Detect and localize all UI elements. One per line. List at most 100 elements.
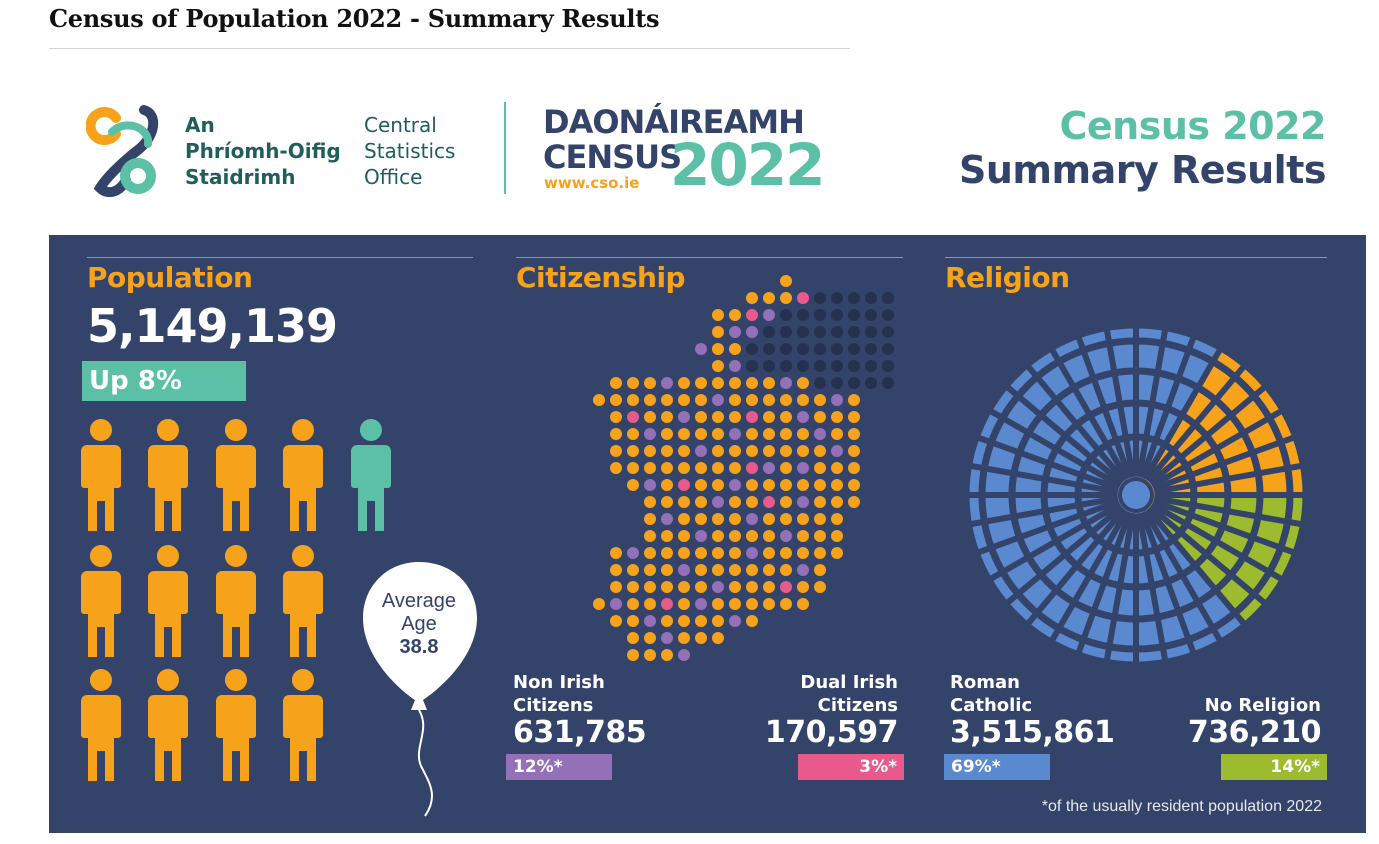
population-change-badge: Up 8% [82, 361, 246, 401]
irish-citizen-dot [763, 411, 775, 423]
irish-citizen-dot [627, 394, 639, 406]
irish-citizen-dot [661, 530, 673, 542]
non-irish-dot [729, 615, 741, 627]
rose-spoke [1155, 462, 1306, 495]
irish-citizen-dot [644, 547, 656, 559]
northern-ireland-dot [831, 309, 843, 321]
irish-citizen-dot [661, 547, 673, 559]
irish-citizen-dot [848, 445, 860, 457]
rose-ring [1074, 433, 1198, 557]
person-icon [148, 419, 188, 531]
person-icon [81, 419, 121, 531]
irish-citizen-dot [729, 598, 741, 610]
non-irish-dot [695, 598, 707, 610]
irish-citizen-dot [610, 428, 622, 440]
dual-irish-value: 170,597 [764, 715, 899, 750]
irish-citizen-dot [610, 547, 622, 559]
irish-citizen-dot [610, 445, 622, 457]
irish-citizen-dot [610, 564, 622, 576]
no-religion-label: No Religion [1204, 695, 1321, 716]
irish-citizen-dot [644, 496, 656, 508]
northern-ireland-dot [814, 360, 826, 372]
irish-citizen-dot [729, 462, 741, 474]
northern-ireland-dot [848, 360, 860, 372]
irish-citizen-dot [678, 394, 690, 406]
rose-ring [978, 337, 1294, 653]
irish-citizen-dot [780, 513, 792, 525]
non-irish-dot [797, 496, 809, 508]
irish-citizen-dot [780, 394, 792, 406]
irish-citizen-dot [848, 479, 860, 491]
irish-citizen-dot [729, 496, 741, 508]
irish-citizen-dot [780, 547, 792, 559]
dual-irish-dot [797, 292, 809, 304]
person-icon [148, 545, 188, 657]
irish-citizen-dot [627, 632, 639, 644]
irish-citizen-dot [780, 479, 792, 491]
ireland-dot-map [593, 275, 894, 661]
irish-citizen-dot [831, 479, 843, 491]
non-irish-dot [661, 513, 673, 525]
cso-logo-icon [86, 105, 158, 198]
irish-citizen-dot [712, 377, 724, 389]
balloon-icon [363, 562, 477, 817]
irish-citizen-dot [695, 615, 707, 627]
irish-citizen-dot [644, 632, 656, 644]
roman-catholic-share-badge: 69%* [944, 754, 1050, 780]
irish-citizen-dot [763, 377, 775, 389]
population-rule [87, 257, 473, 258]
person-icon [283, 669, 323, 781]
irish-citizen-dot [678, 632, 690, 644]
logo-divider [504, 102, 506, 194]
citizenship-heading: Citizenship [516, 261, 686, 294]
northern-ireland-dot [746, 343, 758, 355]
northern-ireland-dot [865, 292, 877, 304]
average-age: Average Age 38.8 [361, 590, 477, 659]
dual-irish-label: Dual Irish Citizens [800, 672, 898, 716]
irish-citizen-dot [746, 428, 758, 440]
non-irish-dot [746, 513, 758, 525]
irish-citizen-dot [695, 411, 707, 423]
non-irish-dot [729, 326, 741, 338]
irish-citizen-dot [729, 343, 741, 355]
dual-irish-dot [678, 479, 690, 491]
irish-citizen-dot [627, 462, 639, 474]
irish-citizen-dot [797, 598, 809, 610]
irish-citizen-dot [729, 564, 741, 576]
irish-citizen-dot [678, 462, 690, 474]
irish-citizen-dot [797, 394, 809, 406]
irish-citizen-dot [644, 530, 656, 542]
irish-citizen-dot [644, 394, 656, 406]
non-irish-dot [678, 649, 690, 661]
non-irish-dot [797, 564, 809, 576]
irish-citizen-dot [763, 479, 775, 491]
non-irish-dot [814, 428, 826, 440]
irish-citizen-dot [695, 462, 707, 474]
irish-citizen-dot [746, 292, 758, 304]
non-irish-dot [712, 394, 724, 406]
non-irish-dot [610, 598, 622, 610]
irish-citizen-dot [746, 581, 758, 593]
religion-heading: Religion [945, 261, 1070, 294]
irish-citizen-dot [610, 377, 622, 389]
logo-english-name: Central Statistics Office [364, 113, 456, 189]
irish-citizen-dot [712, 632, 724, 644]
rose-spoke [1103, 325, 1136, 476]
irish-citizen-dot [610, 394, 622, 406]
non-irish-dot [712, 581, 724, 593]
northern-ireland-dot [763, 343, 775, 355]
rose-spoke [1023, 508, 1126, 629]
person-icon [216, 545, 256, 657]
irish-citizen-dot [712, 547, 724, 559]
rose-spoke [1153, 433, 1299, 491]
irish-citizen-dot [712, 411, 724, 423]
rose-spoke [1136, 325, 1169, 476]
non-irish-dot [678, 411, 690, 423]
irish-citizen-dot [831, 496, 843, 508]
rose-spoke [1146, 361, 1249, 482]
irish-citizen-dot [610, 615, 622, 627]
irish-citizen-dot [780, 598, 792, 610]
northern-ireland-dot [814, 377, 826, 389]
non-irish-dot [746, 326, 758, 338]
person-icon [81, 545, 121, 657]
